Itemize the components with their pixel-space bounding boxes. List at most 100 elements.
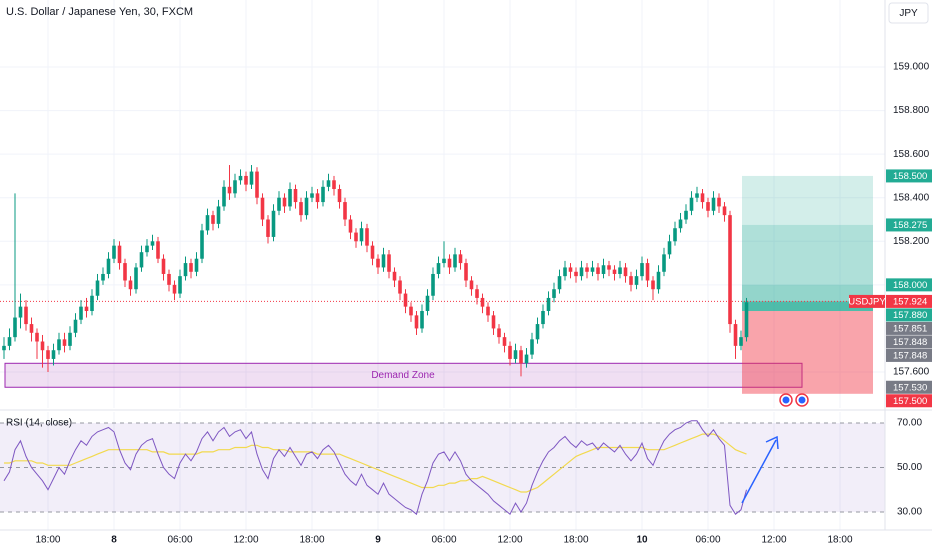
price-badge-label: 157.880 bbox=[893, 310, 927, 321]
candle-body bbox=[189, 263, 193, 272]
candle-body bbox=[403, 293, 408, 307]
candle-body bbox=[13, 317, 17, 338]
candle-body bbox=[480, 297, 485, 307]
currency-label[interactable]: JPY bbox=[899, 8, 918, 19]
candle-body bbox=[722, 206, 727, 216]
candle-body bbox=[706, 202, 710, 211]
open-profit-zone bbox=[742, 301, 873, 312]
candle-body bbox=[249, 171, 254, 185]
candle-body bbox=[156, 241, 160, 259]
candle-body bbox=[590, 267, 595, 272]
rsi-tick-label: 70.00 bbox=[897, 418, 922, 429]
candle-body bbox=[733, 324, 738, 346]
candle-body bbox=[585, 267, 589, 272]
candle-body bbox=[332, 180, 336, 189]
x-tick-label: 9 bbox=[375, 535, 381, 546]
candle-body bbox=[623, 267, 628, 277]
candle-body bbox=[678, 219, 683, 229]
candle-body bbox=[238, 175, 243, 181]
candle-body bbox=[79, 306, 83, 320]
candle-body bbox=[651, 280, 655, 290]
candle-body bbox=[134, 267, 138, 290]
candle-body bbox=[29, 324, 34, 333]
x-tick-label: 12:00 bbox=[497, 535, 522, 546]
candle-body bbox=[211, 215, 215, 224]
candle-body bbox=[348, 219, 353, 233]
candle-body bbox=[519, 350, 523, 364]
price-badge-label: 157.851 bbox=[893, 323, 927, 334]
candle-body bbox=[491, 315, 496, 329]
candle-body bbox=[354, 232, 358, 242]
candle-body bbox=[106, 258, 111, 274]
candle-body bbox=[502, 337, 507, 346]
candle-body bbox=[321, 186, 325, 203]
x-tick-label: 10 bbox=[636, 535, 648, 546]
price-badge-label: 157.530 bbox=[893, 382, 927, 393]
candle-body bbox=[150, 241, 155, 246]
candle-body bbox=[172, 284, 177, 294]
candle-body bbox=[524, 354, 529, 364]
candle-body bbox=[128, 280, 133, 290]
candle-body bbox=[205, 215, 210, 231]
candle-body bbox=[376, 258, 380, 268]
candle-body bbox=[24, 306, 28, 325]
y-tick-label: 158.400 bbox=[893, 192, 930, 203]
price-badge-label: 157.924 bbox=[893, 296, 927, 307]
candle-body bbox=[535, 324, 540, 340]
candle-body bbox=[222, 186, 226, 207]
candle-body bbox=[40, 341, 45, 351]
candle-body bbox=[167, 273, 171, 285]
candle-body bbox=[337, 188, 342, 203]
candle-body bbox=[310, 193, 314, 198]
price-badge-label: 158.000 bbox=[893, 280, 927, 291]
candle-body bbox=[563, 267, 567, 277]
price-badges: 158.500 158.275 158.000 157.924 USDJPY 157.88… bbox=[848, 169, 932, 408]
candle-body bbox=[425, 295, 430, 312]
candle-body bbox=[84, 306, 89, 312]
candle-body bbox=[700, 193, 705, 203]
candle-body bbox=[139, 252, 144, 268]
x-tick-label: 06:00 bbox=[695, 535, 720, 546]
candle-body bbox=[68, 332, 72, 346]
candle-body bbox=[486, 306, 490, 316]
rsi-arrow bbox=[741, 435, 779, 504]
candle-body bbox=[436, 263, 441, 274]
candle-body bbox=[667, 241, 672, 255]
candle-body bbox=[645, 263, 650, 281]
candle-body bbox=[612, 269, 617, 274]
candle-body bbox=[420, 311, 424, 329]
price-badge bbox=[886, 380, 932, 394]
price-badge bbox=[886, 294, 932, 308]
candle-body bbox=[398, 280, 402, 294]
candle-body bbox=[299, 202, 303, 216]
candle-body bbox=[662, 254, 666, 272]
candle-body bbox=[640, 263, 644, 277]
candle-body bbox=[607, 265, 611, 270]
candle-body bbox=[497, 328, 501, 338]
x-tick-label: 18:00 bbox=[35, 535, 60, 546]
candle-body bbox=[359, 228, 364, 242]
candle-body bbox=[728, 215, 732, 325]
candle-body bbox=[178, 276, 182, 294]
candle-body bbox=[513, 350, 518, 359]
candle-body bbox=[304, 197, 309, 216]
candle-body bbox=[673, 228, 677, 242]
rsi-tick-label: 30.00 bbox=[897, 507, 922, 518]
candle-body bbox=[244, 175, 248, 185]
profit-zone bbox=[742, 175, 873, 312]
price-badge bbox=[886, 394, 932, 408]
candle-body bbox=[183, 263, 188, 277]
candle-body bbox=[293, 188, 298, 203]
y-tick-label: 159.000 bbox=[893, 62, 930, 73]
rsi-tick-label: 50.00 bbox=[897, 462, 922, 473]
x-tick-label: 06:00 bbox=[431, 535, 456, 546]
rsi-ma-line bbox=[4, 433, 747, 493]
candle-body bbox=[546, 297, 551, 312]
candle-body bbox=[57, 339, 61, 351]
candle-body bbox=[35, 332, 39, 342]
candle-body bbox=[464, 263, 468, 281]
currency-button[interactable] bbox=[888, 2, 929, 24]
candle-body bbox=[656, 271, 661, 290]
price-badge bbox=[886, 308, 932, 322]
event-flags bbox=[779, 393, 809, 407]
